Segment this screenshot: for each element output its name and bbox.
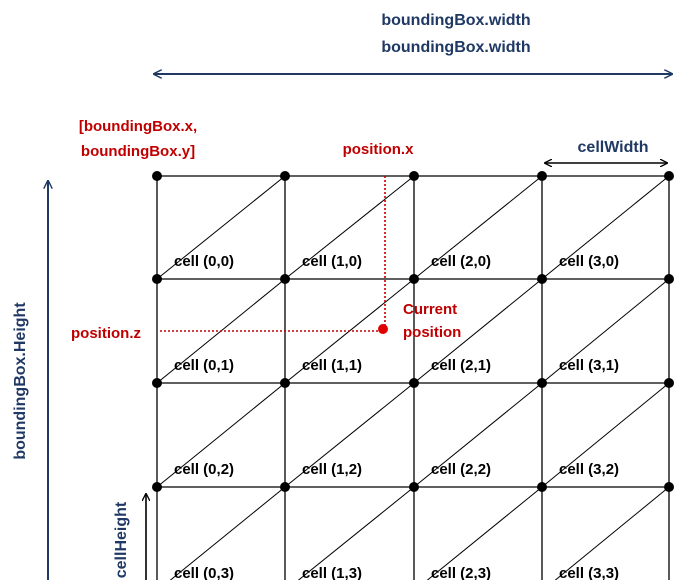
grid-vertex: [152, 171, 162, 181]
grid-vertex: [152, 378, 162, 388]
current-position-marker: [378, 324, 388, 334]
cell-diagonal-2-2: [413, 382, 543, 488]
cell-label: cell (3,2): [559, 461, 619, 478]
grid-vertices: [152, 171, 674, 492]
current-position-label-line1: Current: [403, 301, 457, 318]
cell-diagonal-3-0: [541, 175, 670, 280]
grid-vertex: [280, 378, 290, 388]
height-label: boundingBox.Height: [12, 302, 29, 460]
cell-diagonal-3-3: [554, 486, 670, 580]
cell-width-label: cellWidth: [578, 139, 649, 156]
cell-diagonal-0-3: [169, 486, 286, 580]
cell-label: cell (0,2): [174, 461, 234, 478]
grid-vertex: [537, 378, 547, 388]
position-x-label: position.x: [343, 141, 414, 158]
cell-diagonal-3-2: [541, 382, 670, 488]
grid: [156, 175, 670, 580]
grid-vertex: [409, 274, 419, 284]
cell-label: cell (3,3): [559, 565, 619, 580]
cell-diagonal-2-3: [426, 486, 543, 580]
cell-label: cell (0,1): [174, 357, 234, 374]
grid-vertex: [280, 171, 290, 181]
current-position-label-line2: position: [403, 324, 461, 341]
grid-vertex: [280, 482, 290, 492]
cell-label: cell (2,1): [431, 357, 491, 374]
grid-vertex: [664, 378, 674, 388]
origin-label-line2: boundingBox.y]: [81, 143, 195, 160]
cell-height-label: cellHeight: [113, 501, 130, 578]
cell-label: cell (2,3): [431, 565, 491, 580]
cell-label: cell (1,0): [302, 253, 362, 270]
cell-label: cell (1,3): [302, 565, 362, 580]
cell-diagonal-2-0: [413, 175, 543, 280]
width-label-line1: boundingBox.width: [381, 12, 530, 29]
cell-label: cell (0,0): [174, 253, 234, 270]
cell-labels: cell (0,0) cell (1,0) cell (2,0) cell (3,0)…: [174, 253, 619, 580]
grid-vertex: [409, 482, 419, 492]
cell-label: cell (2,2): [431, 461, 491, 478]
cell-label: cell (3,1): [559, 357, 619, 374]
cell-diagonal-0-0: [156, 175, 286, 280]
grid-vertex: [409, 378, 419, 388]
grid-vertex: [152, 482, 162, 492]
grid-vertex: [152, 274, 162, 284]
cell-label: cell (3,0): [559, 253, 619, 270]
grid-vertex: [664, 171, 674, 181]
cell-label: cell (2,0): [431, 253, 491, 270]
origin-label-line1: [boundingBox.x,: [79, 118, 197, 135]
cell-label: cell (0,3): [174, 565, 234, 580]
grid-vertex: [409, 171, 419, 181]
grid-vertex: [664, 482, 674, 492]
cell-label: cell (1,2): [302, 461, 362, 478]
grid-vertex: [280, 274, 290, 284]
grid-vertex: [537, 482, 547, 492]
cell-diagonal-1-2: [284, 382, 415, 488]
grid-vertex: [664, 274, 674, 284]
position-z-label: position.z: [71, 325, 141, 342]
grid-vertex: [537, 171, 547, 181]
cell-diagonal-1-0: [284, 175, 415, 280]
grid-vertex: [537, 274, 547, 284]
cell-label: cell (1,1): [302, 357, 362, 374]
cell-diagonal-1-3: [297, 486, 415, 580]
cell-diagonal-0-2: [156, 382, 286, 488]
width-label-line2: boundingBox.width: [381, 39, 530, 56]
cell-diagonal-2-1: [413, 278, 543, 384]
cell-diagonal-3-1: [541, 278, 670, 384]
